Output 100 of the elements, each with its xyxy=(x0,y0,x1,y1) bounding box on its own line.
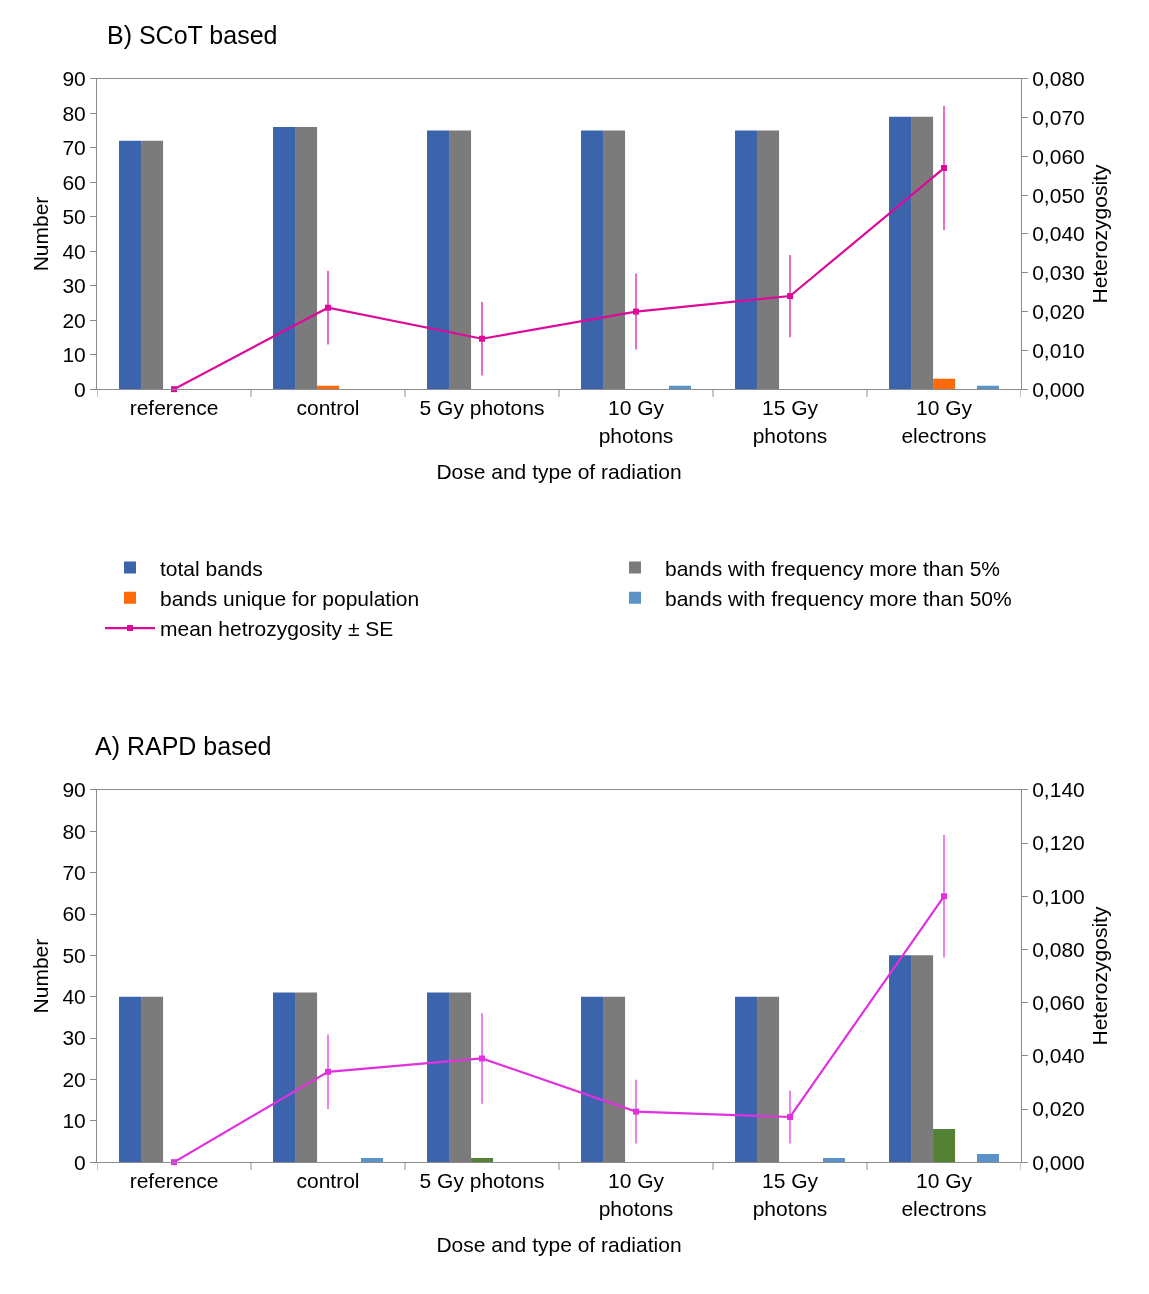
y2-axis-title: Heterozygosity xyxy=(1087,164,1111,304)
y-axis-title: Number xyxy=(28,938,52,1014)
y-tick-label: 10 xyxy=(62,343,86,367)
y2-tick-label: 0,000 xyxy=(1032,1150,1085,1174)
y2-tick-label: 0,080 xyxy=(1032,937,1085,961)
bar xyxy=(757,996,780,1163)
legend-label: bands unique for population xyxy=(160,586,420,610)
y-tick-label: 60 xyxy=(62,902,86,926)
bar xyxy=(273,992,296,1163)
x-tick-label: 5 Gy photons xyxy=(419,396,545,420)
bar xyxy=(141,140,164,390)
y-tick-label: 20 xyxy=(62,1067,86,1091)
bar xyxy=(427,130,450,390)
bar xyxy=(295,992,318,1163)
x-tick-label: reference xyxy=(129,1169,219,1193)
bar xyxy=(976,1153,999,1163)
bar xyxy=(822,1158,845,1163)
y2-tick-label: 0,040 xyxy=(1032,222,1085,246)
point xyxy=(479,335,485,342)
point xyxy=(633,308,639,315)
bar xyxy=(603,130,626,390)
y-tick-label: 80 xyxy=(62,819,86,843)
x-axis-title: Dose and type of radiation xyxy=(436,459,682,483)
y2-axis-title: Heterozygosity xyxy=(1087,906,1111,1046)
y2-tick-label: 0,120 xyxy=(1032,831,1085,855)
bar xyxy=(757,130,780,390)
bar xyxy=(295,127,318,390)
y-axis-title: Number xyxy=(28,196,52,272)
x-tick-label: 10 Gy photons xyxy=(598,396,674,447)
y2-tick-label: 0,020 xyxy=(1032,1097,1085,1121)
point xyxy=(941,893,947,900)
point xyxy=(325,304,331,311)
chart-title: A) RAPD based xyxy=(95,732,272,760)
x-tick-label: reference xyxy=(129,396,219,420)
bar xyxy=(141,996,164,1163)
y2-tick-label: 0,000 xyxy=(1032,377,1085,401)
bar xyxy=(911,116,934,390)
y-tick-label: 70 xyxy=(62,861,86,884)
bar xyxy=(427,992,450,1163)
point xyxy=(941,165,947,172)
y-tick-label: 10 xyxy=(62,1109,86,1133)
y-tick-label: 90 xyxy=(62,67,86,91)
bar xyxy=(471,1158,494,1163)
bar xyxy=(581,130,604,390)
x-axis-title: Dose and type of radiation xyxy=(436,1232,682,1256)
bar xyxy=(889,116,912,390)
x-tick-label: 5 Gy photons xyxy=(419,1169,545,1193)
y-tick-label: 60 xyxy=(62,170,86,194)
point xyxy=(787,1113,793,1120)
y2-tick-label: 0,100 xyxy=(1032,884,1085,908)
y-tick-label: 50 xyxy=(62,205,86,229)
x-tick-label: 10 Gy photons xyxy=(598,1169,674,1220)
y-tick-label: 40 xyxy=(62,239,86,263)
bar xyxy=(581,996,604,1163)
x-tick-label: control xyxy=(296,1169,360,1193)
y-tick-label: 90 xyxy=(62,778,86,802)
y-tick-label: 30 xyxy=(62,274,86,298)
bar xyxy=(911,955,934,1163)
y-tick-label: 50 xyxy=(62,943,86,967)
y-tick-label: 0 xyxy=(74,1150,86,1174)
y-tick-label: 40 xyxy=(62,985,86,1009)
x-tick-label: 15 Gy photons xyxy=(752,1169,828,1220)
legend-label: bands with frequency more than 5% xyxy=(665,556,1001,580)
y2-tick-label: 0,030 xyxy=(1032,261,1085,285)
legend-label: bands with frequency more than 50% xyxy=(665,586,1012,610)
point xyxy=(325,1068,331,1075)
bar xyxy=(119,140,142,390)
point xyxy=(787,293,793,300)
y2-tick-label: 0,050 xyxy=(1032,183,1085,207)
bar xyxy=(933,378,956,390)
y2-tick-label: 0,060 xyxy=(1032,144,1085,168)
y-tick-label: 0 xyxy=(74,377,86,401)
bar xyxy=(933,1129,956,1163)
x-tick-label: 15 Gy photons xyxy=(752,396,828,447)
bar xyxy=(735,130,758,390)
chart-title: B) SCoT based xyxy=(107,21,278,49)
y2-tick-label: 0,040 xyxy=(1032,1044,1085,1068)
y-tick-label: 70 xyxy=(62,136,86,160)
bar xyxy=(273,127,296,390)
y-tick-label: 80 xyxy=(62,101,86,125)
bar xyxy=(449,992,472,1163)
legend-label: total bands xyxy=(160,556,263,580)
bar xyxy=(360,1158,383,1163)
point xyxy=(479,1055,485,1062)
y2-tick-label: 0,010 xyxy=(1032,338,1085,362)
bar xyxy=(119,996,142,1163)
x-tick-label: 10 Gy electrons xyxy=(901,1169,987,1220)
y2-tick-label: 0,080 xyxy=(1032,67,1085,91)
y-tick-label: 20 xyxy=(62,308,86,332)
y2-tick-label: 0,140 xyxy=(1032,778,1085,802)
y2-tick-label: 0,070 xyxy=(1032,105,1085,129)
y2-tick-label: 0,020 xyxy=(1032,299,1085,323)
x-tick-label: control xyxy=(296,396,360,420)
bar xyxy=(889,955,912,1163)
y2-tick-label: 0,060 xyxy=(1032,990,1085,1014)
bar xyxy=(735,996,758,1163)
x-tick-label: 10 Gy electrons xyxy=(901,396,987,447)
y-tick-label: 30 xyxy=(62,1026,86,1050)
point xyxy=(633,1108,639,1115)
legend-label: mean hetrozygosity ± SE xyxy=(160,617,394,641)
